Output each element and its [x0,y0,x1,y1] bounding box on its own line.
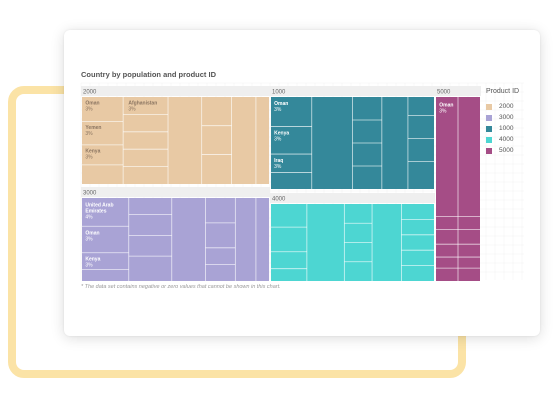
group-header [81,187,270,197]
group-header-label: 4000 [272,197,286,203]
legend-label: 2000 [499,103,514,110]
cell-value: 3% [274,136,282,142]
cell-value: 4% [85,214,93,220]
legend-label: 4000 [499,136,514,143]
group-header-label: 5000 [437,90,451,96]
group-header-label: 1000 [272,90,286,96]
group-header-label: 2000 [83,90,97,96]
cell-borders [82,97,257,184]
group-header [81,86,270,96]
cell-label: Afghanistan [128,101,157,107]
cell-borders [271,97,434,189]
legend-title: Product ID [486,88,520,95]
cell-label: Kenya [274,130,289,136]
cell-label: Oman [85,101,99,107]
group-body [82,198,269,281]
cell-label: Emirates [85,208,106,214]
legend-swatch [486,136,492,143]
cell-label: Kenya [85,149,100,155]
cell-label: Yemen [85,125,101,131]
cell-value: 3% [274,107,282,113]
legend-swatch [486,125,492,132]
treemap-group-4000: 4000 [270,193,435,281]
treemap-chart: 2000Oman3%Afghanistan3%Yemen3%Kenya3%100… [80,82,524,281]
cell-label: Oman [85,231,99,237]
group-header [270,193,435,203]
cell-borders [82,198,257,281]
legend-swatch [486,103,492,110]
chart-card: Country by population and product ID 200… [64,30,540,336]
legend-label: 1000 [499,125,514,132]
cell-label: Kenya [85,256,100,262]
group-body [82,97,269,184]
legend-swatch [486,114,492,121]
cell-value: 3% [274,164,282,170]
cell-value: 3% [85,237,93,243]
legend-item-4000[interactable]: 4000 [486,134,519,145]
group-header-label: 3000 [83,191,97,197]
cell-value: 3% [85,155,93,161]
legend-label: 3000 [499,114,514,121]
legend: Product ID 2000 3000 1000 4000 5000 [486,88,519,156]
cell-value: 3% [85,131,93,137]
cell-label: Iraq [274,158,283,164]
legend-item-5000[interactable]: 5000 [486,145,519,156]
chart-title: Country by population and product ID [81,70,216,79]
cell-value: 3% [128,107,136,113]
legend-label: 5000 [499,147,514,154]
group-header [270,86,435,96]
cell-value: 3% [85,262,93,268]
cell-value: 3% [85,107,93,113]
legend-item-2000[interactable]: 2000 [486,101,519,112]
cell-label: Oman [439,103,453,109]
chart-footnote: * The data set contains negative or zero… [81,284,281,290]
group-header [435,86,481,96]
cell-label: United Arab [85,202,113,208]
cell-value: 3% [439,109,447,115]
legend-item-1000[interactable]: 1000 [486,123,519,134]
cell-borders [436,97,480,281]
cell-label: Oman [274,101,288,107]
legend-item-3000[interactable]: 3000 [486,112,519,123]
legend-swatch [486,147,492,154]
cell-borders [271,204,434,281]
